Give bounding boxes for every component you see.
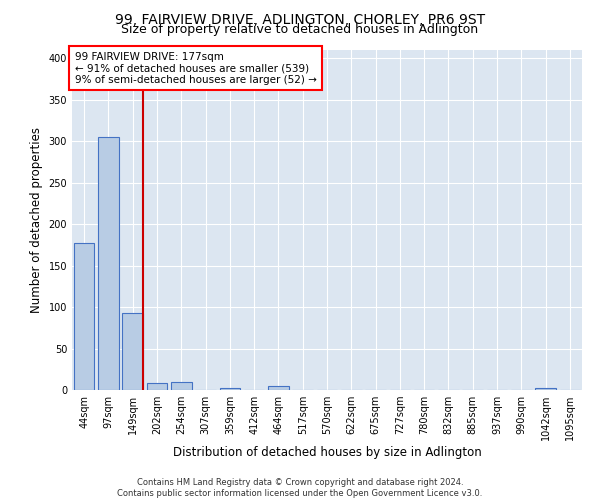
- Text: 99, FAIRVIEW DRIVE, ADLINGTON, CHORLEY, PR6 9ST: 99, FAIRVIEW DRIVE, ADLINGTON, CHORLEY, …: [115, 12, 485, 26]
- Bar: [220, 388, 240, 390]
- Bar: [535, 388, 556, 390]
- Bar: [268, 386, 289, 390]
- Text: Size of property relative to detached houses in Adlington: Size of property relative to detached ho…: [121, 22, 479, 36]
- Bar: [74, 243, 94, 390]
- Text: 99 FAIRVIEW DRIVE: 177sqm
← 91% of detached houses are smaller (539)
9% of semi-: 99 FAIRVIEW DRIVE: 177sqm ← 91% of detac…: [74, 52, 316, 85]
- Text: Contains HM Land Registry data © Crown copyright and database right 2024.
Contai: Contains HM Land Registry data © Crown c…: [118, 478, 482, 498]
- X-axis label: Distribution of detached houses by size in Adlington: Distribution of detached houses by size …: [173, 446, 481, 459]
- Bar: [171, 382, 191, 390]
- Y-axis label: Number of detached properties: Number of detached properties: [30, 127, 43, 313]
- Bar: [98, 137, 119, 390]
- Bar: [146, 382, 167, 390]
- Bar: [122, 313, 143, 390]
